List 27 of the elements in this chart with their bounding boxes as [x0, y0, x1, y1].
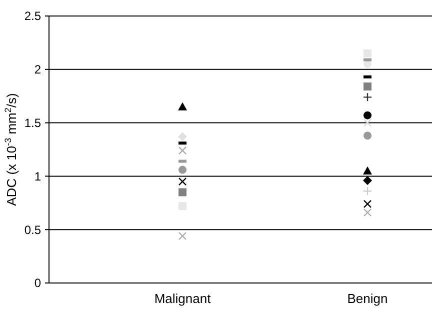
- point: [178, 166, 186, 174]
- y-tick-label: 1.5: [24, 116, 42, 130]
- x-tick-label: Malignant: [154, 291, 212, 306]
- point: [178, 188, 186, 196]
- point: [363, 200, 372, 208]
- y-tick-label: 0: [34, 276, 42, 290]
- y-tick-label: 1: [34, 169, 42, 184]
- point: [363, 118, 372, 127]
- point: [178, 132, 187, 142]
- point: [364, 49, 372, 58]
- point: [178, 102, 187, 110]
- point: [363, 208, 372, 217]
- y-tick-label: 2.5: [24, 9, 42, 24]
- y-tick-label: 0.5: [24, 222, 42, 237]
- point: [363, 166, 372, 174]
- point: [178, 177, 187, 186]
- point: [364, 111, 372, 120]
- point: [364, 82, 372, 90]
- y-tick-label: 2: [34, 62, 42, 77]
- point: [178, 232, 187, 240]
- point: [363, 176, 372, 185]
- x-tick-label: Benign: [347, 291, 388, 306]
- point: [178, 146, 187, 155]
- point: [178, 202, 186, 210]
- point: [364, 132, 372, 140]
- point: [362, 92, 372, 102]
- point: [362, 186, 372, 196]
